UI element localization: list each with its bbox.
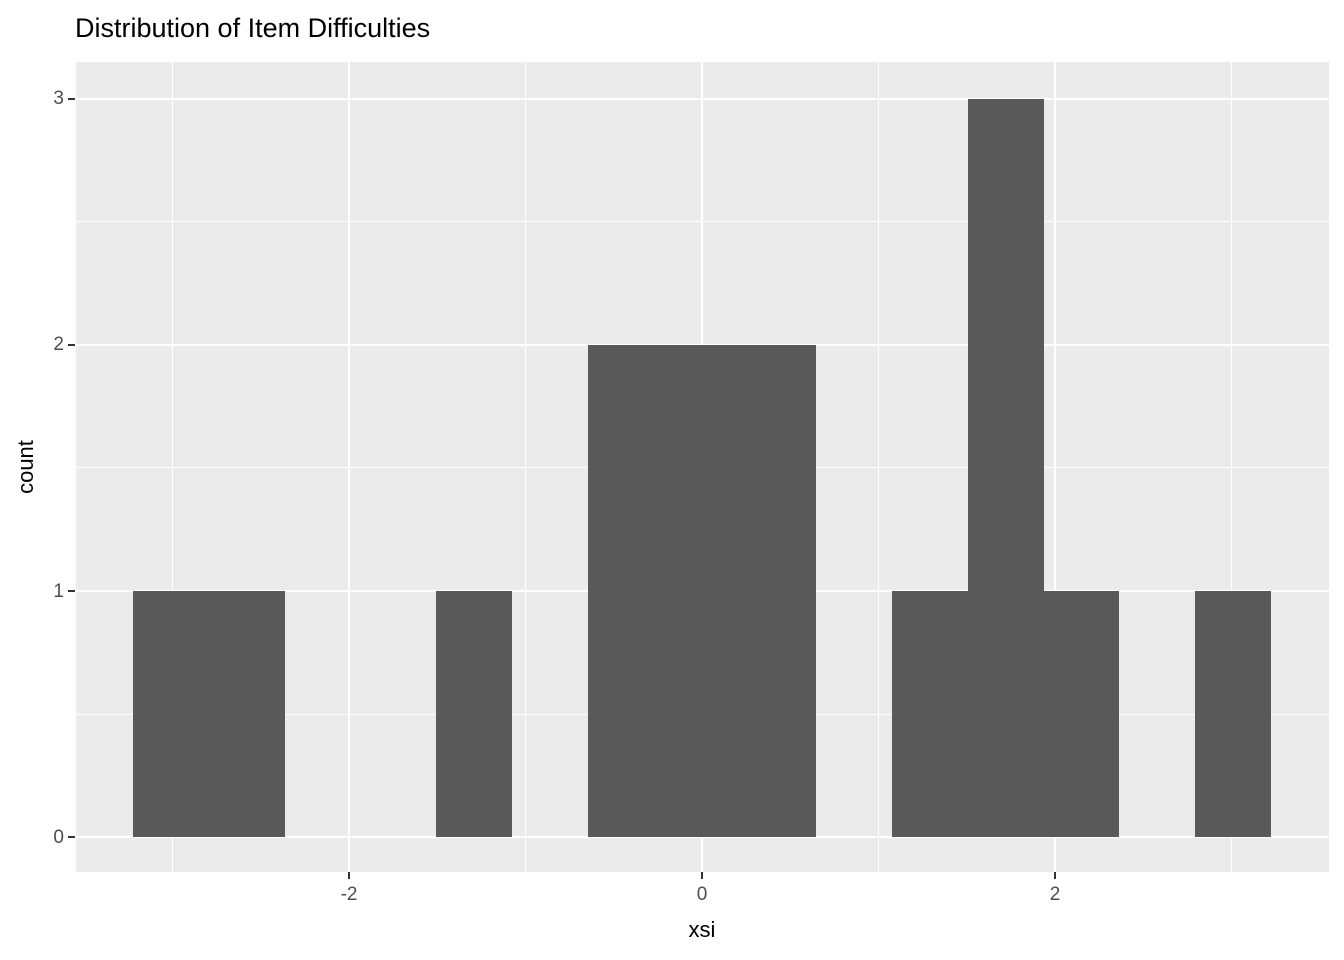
histogram-bar xyxy=(132,591,209,838)
x-axis-title: xsi xyxy=(688,917,716,942)
y-axis-tick-label: 0 xyxy=(53,826,64,848)
y-axis-tick-mark xyxy=(68,97,75,100)
histogram-bar xyxy=(588,344,665,838)
histogram-bar xyxy=(436,591,513,838)
y-axis-tick-label: 2 xyxy=(53,334,64,356)
x-axis-tick-mark xyxy=(701,872,704,879)
y-axis-tick-label: 1 xyxy=(53,580,64,602)
x-axis-tick-label: 0 xyxy=(696,884,708,905)
histogram-bar xyxy=(1195,591,1272,838)
histogram-bar xyxy=(208,591,285,838)
major-gridline-vertical xyxy=(1054,62,1057,872)
minor-gridline-vertical xyxy=(525,62,527,872)
x-axis-tick-label: 2 xyxy=(1049,884,1061,905)
y-axis-tick-label: 3 xyxy=(53,88,64,110)
histogram-bar xyxy=(740,344,816,838)
x-axis-tick-mark xyxy=(1054,872,1057,879)
minor-gridline-vertical xyxy=(878,62,880,872)
plot-panel xyxy=(76,62,1329,872)
histogram-bar xyxy=(664,344,740,838)
y-axis-tick-mark xyxy=(68,836,75,839)
x-axis-tick-label: -2 xyxy=(340,884,358,905)
histogram-bar xyxy=(1043,591,1120,838)
y-axis-tick-mark xyxy=(68,590,75,592)
minor-gridline-vertical xyxy=(1231,62,1233,872)
major-gridline-vertical xyxy=(348,62,351,872)
minor-gridline-vertical xyxy=(172,62,174,872)
x-axis-tick-mark xyxy=(348,872,351,879)
chart-title: Distribution of Item Difficulties xyxy=(75,13,431,43)
y-axis-tick-mark xyxy=(68,343,75,346)
histogram-bar xyxy=(891,591,968,838)
histogram-bar xyxy=(967,98,1044,838)
y-axis-title: count xyxy=(13,440,38,494)
